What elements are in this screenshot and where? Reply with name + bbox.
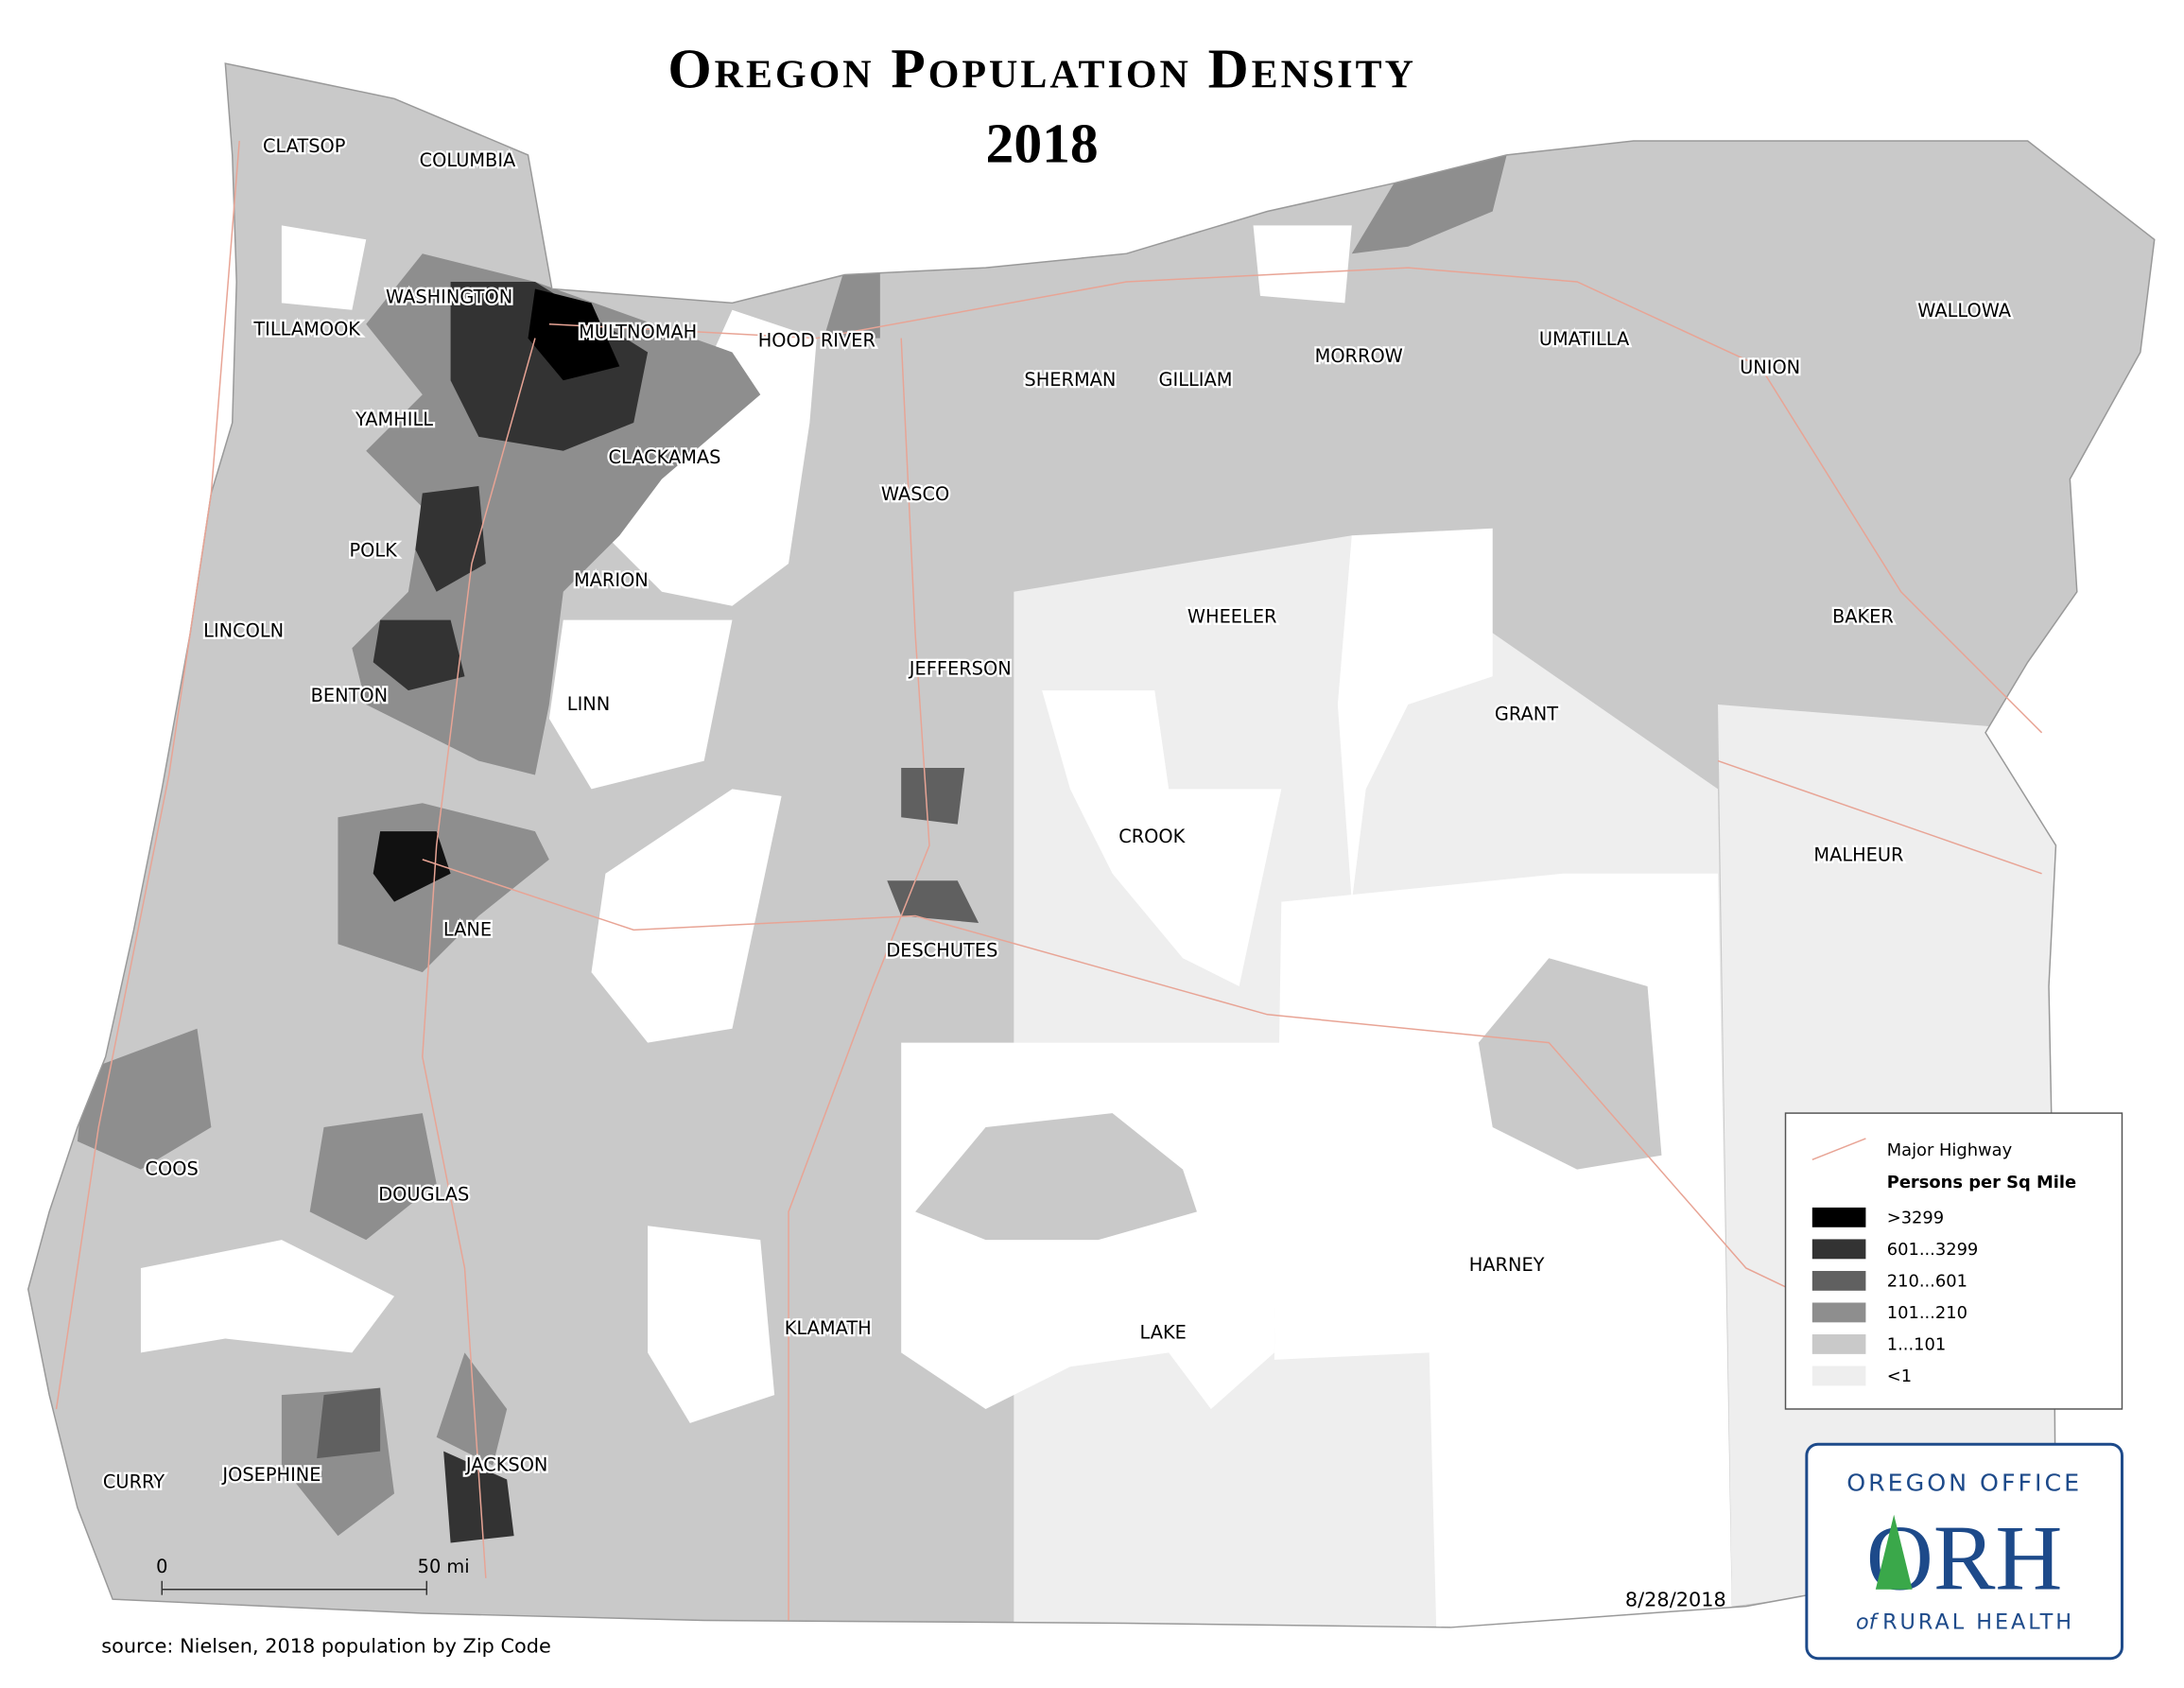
legend-label: 601...3299 xyxy=(1887,1240,1979,1260)
county-label: MULTNOMAH xyxy=(579,322,697,343)
county-labels: CLATSOP COLUMBIA WASHINGTON TILLAMOOK MULTNO… xyxy=(101,133,2014,1495)
county-label: JEFFERSON xyxy=(909,658,1012,680)
scale-end: 50 mi xyxy=(418,1556,470,1577)
legend-swatch xyxy=(1811,1207,1866,1227)
county-label: SHERMAN xyxy=(1024,369,1116,391)
county-label: WHEELER xyxy=(1187,606,1277,628)
empty-area xyxy=(1337,528,1493,902)
county-label: MALHEUR xyxy=(1813,844,1903,865)
populated-area xyxy=(1478,958,1662,1170)
county-label: WALLOWA xyxy=(1917,300,2012,322)
highway xyxy=(422,338,536,1578)
densest-area xyxy=(528,288,620,381)
moderate-area xyxy=(309,1113,437,1241)
map-title: Oregon Population Density xyxy=(667,37,1416,99)
legend-swatch xyxy=(1811,1334,1866,1354)
mid-area xyxy=(901,768,965,825)
logo-bottom: RURAL HEALTH xyxy=(1882,1610,2074,1634)
empty-area xyxy=(281,225,367,310)
legend-highway-symbol xyxy=(1811,1138,1866,1160)
empty-area xyxy=(548,619,733,790)
county-label: YAMHILL xyxy=(355,409,433,430)
map-date: 8/28/2018 xyxy=(1625,1589,1726,1611)
logo-tree xyxy=(1875,1514,1913,1590)
legend-label: >3299 xyxy=(1887,1208,1944,1227)
county-label: KLAMATH xyxy=(785,1317,872,1339)
county-label: WASHINGTON xyxy=(386,286,512,307)
logo-top: OREGON OFFICE xyxy=(1846,1468,2082,1496)
legend-label: <1 xyxy=(1887,1366,1912,1386)
legend-classes: >3299 601...3299 210...601 101...210 1...101… xyxy=(1811,1207,1979,1386)
moderate-area xyxy=(1351,154,1507,254)
dense-area xyxy=(415,486,486,592)
legend-title: Persons per Sq Mile xyxy=(1887,1173,2076,1192)
county-label: POLK xyxy=(349,540,398,562)
highways xyxy=(55,140,2043,1621)
empty-area xyxy=(1253,225,1352,304)
empty-area xyxy=(648,1226,775,1423)
legend-swatch xyxy=(1811,1366,1866,1386)
mid-area xyxy=(887,880,979,923)
county-label: MORROW xyxy=(1315,345,1403,367)
legend-swatch xyxy=(1811,1239,1866,1260)
mid-area xyxy=(317,1387,381,1459)
county-label: BAKER xyxy=(1832,606,1894,628)
county-label: CLATSOP xyxy=(263,135,346,157)
county-label: DOUGLAS xyxy=(378,1183,469,1205)
legend-label: 210...601 xyxy=(1887,1271,1967,1291)
source-note: source: Nielsen, 2018 population by Zip … xyxy=(101,1635,551,1658)
county-label: JOSEPHINE xyxy=(221,1464,321,1486)
county-label: CROOK xyxy=(1118,826,1186,847)
dense-area xyxy=(373,619,465,691)
county-label: COOS xyxy=(146,1158,199,1180)
highway xyxy=(422,859,2042,1410)
moderate-area xyxy=(436,1352,508,1466)
legend-label: 101...210 xyxy=(1887,1303,1967,1323)
county-label: JACKSON xyxy=(465,1454,547,1476)
map-year: 2018 xyxy=(986,112,1099,174)
legend-highway: Major Highway xyxy=(1887,1140,2013,1160)
legend-label: 1...101 xyxy=(1887,1334,1946,1354)
legend-swatch xyxy=(1811,1270,1866,1291)
county-label: WASCO xyxy=(881,483,949,505)
county-label: COLUMBIA xyxy=(420,149,516,171)
county-label: GILLIAM xyxy=(1158,369,1232,391)
county-label: LANE xyxy=(443,918,492,940)
highway xyxy=(1717,759,2042,875)
county-label: UNION xyxy=(1740,357,1800,378)
county-label: HOOD RIVER xyxy=(758,330,875,352)
county-label: LINN xyxy=(567,693,610,715)
scale-start: 0 xyxy=(156,1556,167,1577)
logo-of: of xyxy=(1856,1610,1880,1634)
county-label: DESCHUTES xyxy=(886,940,997,962)
county-label: MARION xyxy=(574,569,649,591)
legend-box xyxy=(1784,1112,2123,1410)
highway xyxy=(55,140,240,1410)
county-label: LAKE xyxy=(1140,1321,1187,1343)
county-label: LINCOLN xyxy=(203,619,284,641)
county-label: BENTON xyxy=(311,685,389,706)
populated-area xyxy=(915,1113,1197,1241)
empty-area xyxy=(605,309,817,606)
dense-area xyxy=(443,1451,514,1543)
empty-area xyxy=(1042,690,1282,986)
county-label: UMATILLA xyxy=(1539,328,1630,350)
county-label: GRANT xyxy=(1495,703,1558,724)
legend-swatch xyxy=(1811,1302,1866,1323)
logo-box xyxy=(1805,1442,2123,1661)
empty-area xyxy=(591,789,782,1043)
county-label: HARNEY xyxy=(1469,1254,1545,1276)
county-label: CLACKAMAS xyxy=(608,446,720,468)
empty-area xyxy=(140,1240,395,1353)
highway xyxy=(548,267,2043,734)
moderate-area xyxy=(823,268,880,339)
county-label: TILLAMOOK xyxy=(252,319,361,340)
dense-area xyxy=(373,831,451,902)
county-label: CURRY xyxy=(103,1470,165,1492)
